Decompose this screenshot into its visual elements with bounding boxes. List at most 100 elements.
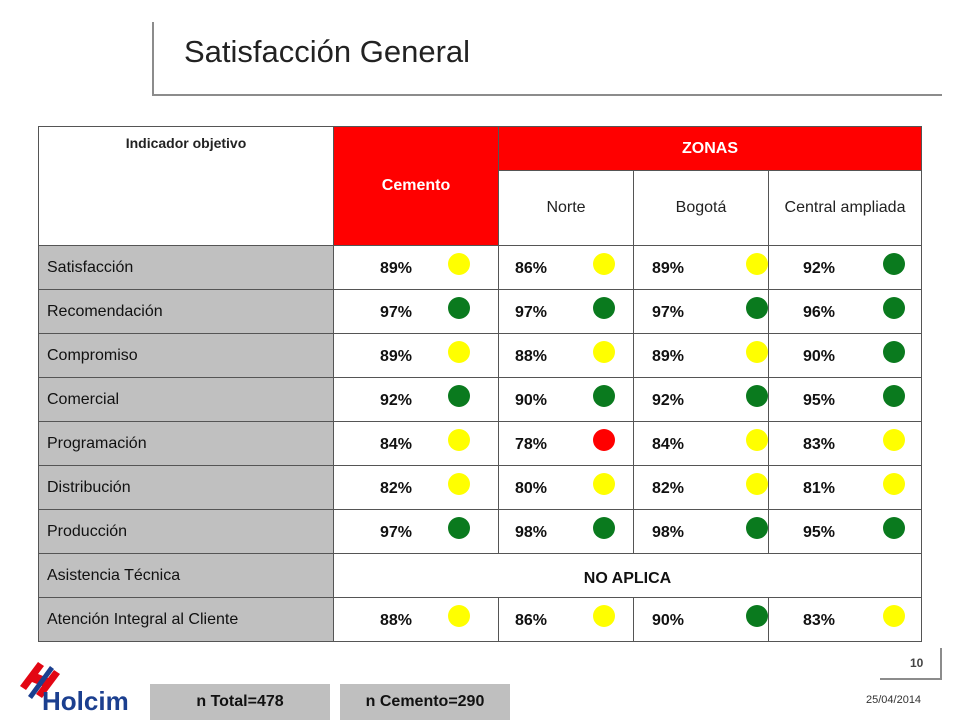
- status-yellow-dot-icon: [883, 473, 905, 495]
- value-cell: 88%: [498, 333, 634, 378]
- value-cell: 89%: [633, 333, 769, 378]
- header-cement: Cemento: [333, 126, 499, 246]
- status-yellow-dot-icon: [746, 341, 768, 363]
- status-yellow-dot-icon: [448, 605, 470, 627]
- header-row-2: Norte Bogotá Central ampliada: [39, 170, 922, 246]
- percentage-value: 89%: [380, 348, 413, 365]
- percentage-value: 97%: [652, 304, 685, 321]
- status-green-dot-icon: [746, 385, 768, 407]
- percentage-value: 88%: [515, 348, 548, 365]
- percentage-value: 82%: [380, 480, 413, 497]
- percentage-value: 97%: [380, 304, 413, 321]
- value-cell: 89%: [333, 333, 499, 378]
- percentage-value: 88%: [380, 612, 413, 629]
- status-yellow-dot-icon: [448, 341, 470, 363]
- percentage-value: 89%: [380, 260, 413, 277]
- table-row: Comercial 92% 90% 92% 95%: [38, 377, 922, 422]
- indicator-label: Producción: [38, 509, 334, 554]
- indicator-label: Distribución: [38, 465, 334, 510]
- page-number-frame: [880, 648, 942, 680]
- svg-text:Holcim: Holcim: [42, 686, 129, 716]
- slide-date: 25/04/2014: [866, 694, 922, 706]
- percentage-value: 84%: [652, 436, 685, 453]
- page-title: Satisfacción General: [184, 34, 471, 69]
- percentage-value: 80%: [515, 480, 548, 497]
- percentage-value: 92%: [380, 392, 413, 409]
- percentage-value: 78%: [515, 436, 548, 453]
- indicator-label: Comercial: [38, 377, 334, 422]
- status-yellow-dot-icon: [448, 253, 470, 275]
- percentage-value: 92%: [803, 260, 836, 277]
- status-green-dot-icon: [883, 341, 905, 363]
- status-yellow-dot-icon: [883, 429, 905, 451]
- indicator-label: Recomendación: [38, 289, 334, 334]
- zone-header-norte: Norte: [498, 170, 634, 246]
- percentage-value: 89%: [652, 348, 685, 365]
- status-yellow-dot-icon: [593, 341, 615, 363]
- value-cell: 97%: [333, 289, 499, 334]
- percentage-value: 96%: [803, 304, 836, 321]
- n-total-badge: n Total=478: [150, 684, 330, 720]
- indicator-label: Compromiso: [38, 333, 334, 378]
- value-cell: 88%: [333, 597, 499, 642]
- value-cell: 83%: [768, 421, 922, 466]
- status-green-dot-icon: [593, 297, 615, 319]
- percentage-value: 95%: [803, 524, 836, 541]
- value-cell: 81%: [768, 465, 922, 510]
- holcim-logo: Holcim: [20, 662, 129, 716]
- status-yellow-dot-icon: [746, 253, 768, 275]
- table-row: Recomendación 97% 97% 97% 96%: [38, 289, 922, 334]
- status-green-dot-icon: [746, 517, 768, 539]
- status-green-dot-icon: [448, 297, 470, 319]
- indicator-label: Asistencia Técnica: [38, 553, 334, 598]
- value-cell: 84%: [333, 421, 499, 466]
- header-row-1: Indicador objetivo Cemento ZONAS: [38, 125, 922, 246]
- status-red-dot-icon: [593, 429, 615, 451]
- value-cell: 97%: [333, 509, 499, 554]
- value-cell: 83%: [768, 597, 922, 642]
- value-cell: 95%: [768, 377, 922, 422]
- header-zones: ZONAS: [498, 125, 922, 172]
- indicator-label: Atención Integral al Cliente: [38, 597, 334, 642]
- percentage-value: 82%: [652, 480, 685, 497]
- table-row: Producción 97% 98% 98% 95%: [38, 509, 922, 554]
- percentage-value: 90%: [803, 348, 836, 365]
- page-number: 10: [910, 656, 924, 670]
- value-cell: 80%: [498, 465, 634, 510]
- table-row: Satisfacción 89% 86% 89% 92%: [38, 245, 922, 290]
- value-cell: 90%: [498, 377, 634, 422]
- percentage-value: 86%: [515, 612, 548, 629]
- value-cell: 96%: [768, 289, 922, 334]
- value-cell: 98%: [498, 509, 634, 554]
- percentage-value: 90%: [652, 612, 685, 629]
- table-row: Asistencia Técnica NO APLICA: [38, 553, 922, 598]
- table-row: Distribución 82% 80% 82% 81%: [38, 465, 922, 510]
- percentage-value: 92%: [652, 392, 685, 409]
- header-indicator: Indicador objetivo: [38, 126, 334, 246]
- value-cell: 92%: [633, 377, 769, 422]
- status-yellow-dot-icon: [746, 473, 768, 495]
- status-green-dot-icon: [593, 517, 615, 539]
- value-cell: 95%: [768, 509, 922, 554]
- status-green-dot-icon: [593, 385, 615, 407]
- status-yellow-dot-icon: [448, 473, 470, 495]
- value-cell: 78%: [498, 421, 634, 466]
- value-cell: 98%: [633, 509, 769, 554]
- percentage-value: 98%: [515, 524, 548, 541]
- indicator-label: Programación: [38, 421, 334, 466]
- table-row: Programación 84% 78% 84% 83%: [38, 421, 922, 466]
- zone-header-central: Central ampliada: [768, 170, 922, 246]
- value-cell: 90%: [633, 597, 769, 642]
- value-cell: 89%: [633, 245, 769, 290]
- percentage-value: 83%: [803, 612, 836, 629]
- percentage-value: 86%: [515, 260, 548, 277]
- status-green-dot-icon: [883, 517, 905, 539]
- percentage-value: 97%: [380, 524, 413, 541]
- percentage-value: 84%: [380, 436, 413, 453]
- status-green-dot-icon: [883, 253, 905, 275]
- percentage-value: 97%: [515, 304, 548, 321]
- value-cell: 97%: [633, 289, 769, 334]
- value-cell: 84%: [633, 421, 769, 466]
- value-cell: 89%: [333, 245, 499, 290]
- status-green-dot-icon: [746, 605, 768, 627]
